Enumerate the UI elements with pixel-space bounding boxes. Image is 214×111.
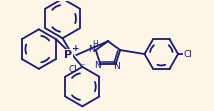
Text: Cl: Cl: [68, 65, 77, 74]
Text: N: N: [95, 61, 101, 70]
Text: N: N: [88, 45, 95, 54]
Text: +: +: [72, 44, 80, 53]
Text: ⁻: ⁻: [80, 62, 85, 71]
Text: Cl: Cl: [184, 50, 192, 58]
Text: N: N: [113, 62, 120, 71]
Text: P: P: [64, 50, 73, 60]
Text: H: H: [92, 40, 98, 49]
